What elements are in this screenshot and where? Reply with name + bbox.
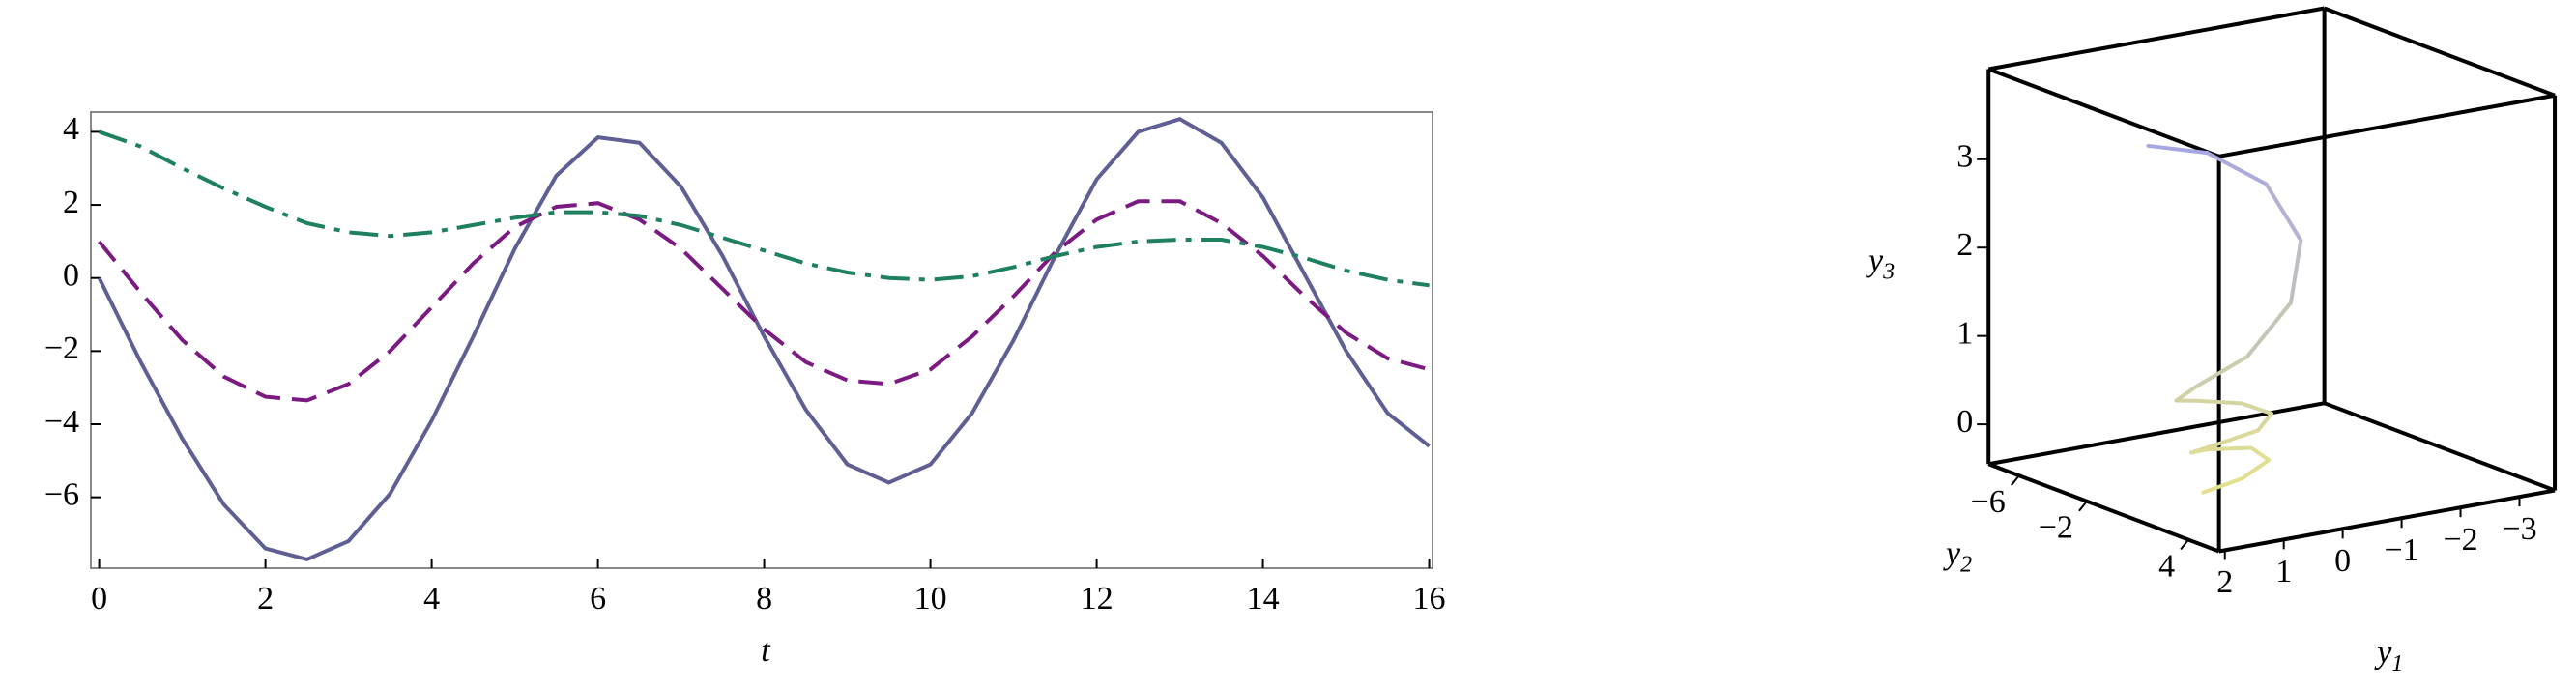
curve-segment xyxy=(2288,238,2303,305)
x-axis-label-base: y xyxy=(2374,635,2392,671)
curve-segment xyxy=(2201,476,2244,495)
x-axis-label-sub: 1 xyxy=(2391,650,2403,675)
x-tick-label: 1 xyxy=(2275,554,2292,589)
curve-segment xyxy=(2193,355,2249,389)
y-tick-label: −2 xyxy=(2039,510,2073,546)
y-axis-label: y2 xyxy=(1943,535,1972,577)
y-tick-label: 4 xyxy=(63,111,79,147)
x-tick-label: −3 xyxy=(2502,511,2536,547)
series-line xyxy=(97,117,1431,562)
x-tick-label: 8 xyxy=(756,581,772,616)
z-axis-label: y3 xyxy=(1866,243,1895,284)
y-tick-label: 0 xyxy=(63,258,79,294)
x-tick-label: 2 xyxy=(257,581,274,616)
curve-segment xyxy=(2248,445,2272,463)
curve-segment xyxy=(2174,385,2198,403)
plot-frame xyxy=(90,111,1433,569)
z-axis-label-base: y xyxy=(1866,243,1884,278)
z-axis-label-sub: 3 xyxy=(1882,259,1895,284)
y-tick xyxy=(2180,538,2189,551)
x-axis-label: t xyxy=(761,633,771,669)
series-line xyxy=(98,199,1431,403)
y-tick-label: −2 xyxy=(44,330,79,366)
box-edge xyxy=(2218,488,2556,554)
y-tick-label: −4 xyxy=(44,404,79,440)
x-tick-label: −1 xyxy=(2384,532,2418,568)
x-tick-label: 14 xyxy=(1247,581,1280,616)
x-tick-label: 12 xyxy=(1081,581,1114,616)
box-edge xyxy=(2323,6,2556,98)
curve-segment xyxy=(2195,398,2244,406)
x-tick-label: 10 xyxy=(914,581,947,616)
x-tick-label: 16 xyxy=(1413,581,1446,616)
curve-segment xyxy=(2211,428,2260,448)
y-tick xyxy=(2078,501,2088,512)
box-edge xyxy=(1987,462,2220,554)
y-tick-label: 4 xyxy=(2158,548,2175,584)
curve-segment xyxy=(2240,401,2273,416)
z-tick-label: 0 xyxy=(1956,404,1973,440)
y-tick-label: −6 xyxy=(1971,484,2006,520)
z-tick-label: 2 xyxy=(1956,227,1973,263)
y-tick-label: 2 xyxy=(63,185,79,220)
x-tick-label: 6 xyxy=(590,581,606,616)
x-tick-label: 0 xyxy=(2334,543,2351,579)
y-tick-label: −6 xyxy=(44,476,79,512)
box-edge xyxy=(1987,67,2220,158)
curve-segment xyxy=(2189,447,2209,455)
y-axis-label-sub: 2 xyxy=(1960,552,1972,577)
x-tick-label: 0 xyxy=(91,581,107,616)
curve-segment xyxy=(2244,301,2293,359)
x-axis-label: y1 xyxy=(2374,635,2403,676)
curve-segment xyxy=(2264,182,2303,243)
curve-segment xyxy=(2205,151,2269,186)
box-edge xyxy=(1987,6,2325,72)
curve-segment xyxy=(2204,445,2253,452)
series-line xyxy=(98,129,1430,288)
x-tick-label: 2 xyxy=(2216,564,2233,600)
x-tick-label: 4 xyxy=(423,581,440,616)
box-edge xyxy=(2218,93,2556,158)
y-tick xyxy=(2010,474,2020,486)
box-edge xyxy=(1987,401,2325,467)
y-axis-label-base: y xyxy=(1943,535,1961,571)
z-tick-label: 1 xyxy=(1956,315,1973,351)
curve-segment xyxy=(2240,458,2272,481)
curve-segment xyxy=(2146,143,2210,156)
x-tick-label: −2 xyxy=(2443,522,2477,558)
box-edge xyxy=(2323,401,2556,493)
curve-segment xyxy=(2255,411,2273,433)
z-tick-label: 3 xyxy=(1956,139,1973,175)
